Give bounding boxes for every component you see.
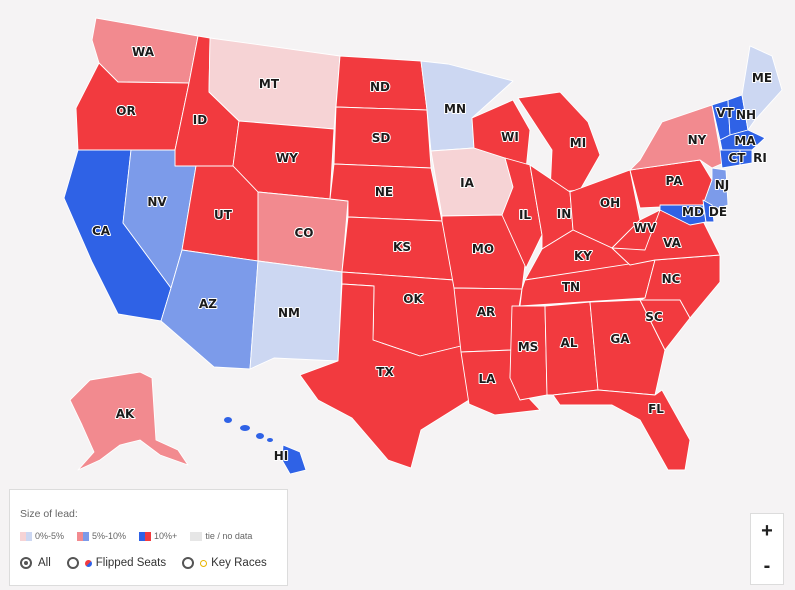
state-label-CT: CT — [729, 151, 747, 165]
legend-title: Size of lead: — [20, 508, 78, 520]
state-AK[interactable] — [69, 371, 189, 471]
legend-item-10-plus: 10%+ — [139, 531, 177, 541]
state-label-WY: WY — [276, 151, 298, 165]
state-label-TN: TN — [562, 280, 580, 294]
state-label-KY: KY — [574, 249, 592, 263]
state-label-NY: NY — [688, 133, 707, 147]
state-label-CO: CO — [294, 226, 313, 240]
filter-flipped-option[interactable]: Flipped Seats — [66, 557, 167, 569]
state-label-WA: WA — [132, 45, 155, 59]
state-FL[interactable] — [552, 389, 691, 471]
state-label-WV: WV — [634, 221, 657, 235]
state-label-VA: VA — [663, 236, 681, 250]
state-label-ND: ND — [370, 80, 390, 94]
state-label-IL: IL — [519, 208, 531, 222]
state-RI[interactable] — [739, 149, 753, 166]
state-label-UT: UT — [214, 208, 233, 222]
filter-key-races-option[interactable]: Key Races — [182, 557, 267, 569]
state-label-OR: OR — [116, 104, 135, 118]
state-label-RI: RI — [753, 151, 767, 165]
state-label-WI: WI — [501, 130, 519, 144]
state-label-MT: MT — [259, 77, 280, 91]
filter-all-radio[interactable] — [20, 557, 32, 569]
state-label-FL: FL — [648, 402, 664, 416]
state-label-AR: AR — [477, 305, 496, 319]
state-NM[interactable] — [249, 260, 343, 370]
filter-key-races-radio[interactable] — [182, 557, 195, 569]
hawaii-islands — [224, 417, 273, 442]
state-label-NE: NE — [375, 185, 393, 199]
state-TX[interactable] — [299, 283, 470, 469]
legend-label-0-5: 0%-5% — [35, 531, 65, 541]
state-label-NC: NC — [662, 272, 681, 286]
filter-all-option[interactable]: All — [20, 557, 51, 569]
state-label-MA: MA — [734, 134, 756, 148]
legend-item-0-5: 0%-5% — [20, 531, 64, 541]
filter-options: All Flipped Seats Key Races — [20, 557, 283, 569]
state-label-AL: AL — [561, 336, 578, 350]
state-MD[interactable] — [659, 204, 707, 226]
legend-label-5-10: 5%-10% — [92, 531, 127, 541]
state-DE[interactable] — [702, 199, 715, 223]
state-label-ID: ID — [193, 113, 207, 127]
state-label-TX: TX — [376, 365, 394, 379]
zoom-in-button[interactable]: + — [761, 520, 773, 542]
state-label-MS: MS — [518, 340, 539, 354]
state-HI[interactable] — [281, 444, 307, 475]
legend-label-tie: tie / no data — [205, 531, 253, 541]
state-label-KS: KS — [393, 240, 411, 254]
state-label-IA: IA — [460, 176, 474, 190]
state-label-MN: MN — [444, 102, 466, 116]
state-label-MI: MI — [570, 136, 586, 150]
flipped-seat-icon — [84, 559, 92, 567]
state-MS[interactable] — [509, 305, 548, 401]
state-label-SD: SD — [372, 131, 391, 145]
filter-flipped-label: Flipped Seats — [95, 557, 167, 569]
filter-all-label: All — [38, 557, 51, 569]
legend-swatch-0-5 — [20, 531, 32, 541]
state-label-GA: GA — [610, 332, 630, 346]
legend-swatch-10-plus — [139, 531, 152, 541]
filter-flipped-radio[interactable] — [66, 557, 79, 569]
state-label-NM: NM — [278, 306, 300, 320]
state-CO[interactable] — [257, 191, 349, 273]
key-race-icon — [200, 559, 208, 567]
legend-scale: 0%-5% 5%-10% 10%+ tie / no data — [20, 531, 265, 541]
state-label-VT: VT — [716, 106, 734, 120]
state-label-HI: HI — [274, 449, 289, 463]
state-label-OH: OH — [600, 196, 620, 210]
legend-swatch-tie — [190, 531, 203, 541]
state-label-AZ: AZ — [199, 297, 217, 311]
state-label-DE: DE — [709, 205, 727, 219]
state-label-SC: SC — [645, 310, 663, 324]
legend-item-tie: tie / no data — [190, 531, 252, 541]
state-label-AK: AK — [116, 407, 135, 421]
legend-item-5-10: 5%-10% — [77, 531, 126, 541]
state-label-CA: CA — [92, 224, 111, 238]
state-label-MD: MD — [682, 205, 704, 219]
state-label-MO: MO — [472, 242, 494, 256]
zoom-out-button[interactable]: - — [763, 555, 771, 577]
state-label-OK: OK — [403, 292, 423, 306]
state-label-IN: IN — [557, 207, 572, 221]
legend-panel: Size of lead: 0%-5% 5%-10% 10%+ tie / no… — [9, 489, 288, 586]
legend-label-10-plus: 10%+ — [154, 531, 178, 541]
state-label-LA: LA — [479, 372, 497, 386]
legend-swatch-5-10 — [77, 531, 90, 541]
zoom-control: + - — [750, 513, 784, 585]
state-label-NV: NV — [147, 195, 167, 209]
state-MI[interactable] — [517, 91, 601, 194]
state-label-PA: PA — [666, 174, 684, 188]
filter-key-races-label: Key Races — [211, 557, 267, 569]
state-label-NJ: NJ — [715, 178, 730, 192]
state-GA[interactable] — [589, 299, 666, 396]
state-labels: WA OR CA ID NV MT WY UT AZ CO NM ND SD N… — [91, 44, 773, 464]
state-label-NH: NH — [736, 108, 756, 122]
state-label-ME: ME — [752, 71, 772, 85]
